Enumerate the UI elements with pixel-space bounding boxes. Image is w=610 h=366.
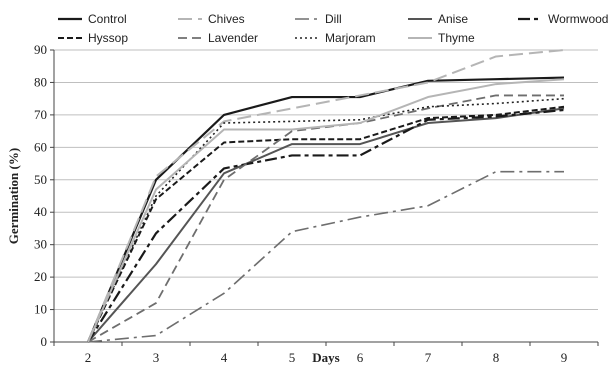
x-tick-label-3: 3 bbox=[153, 350, 160, 365]
legend-item-thyme: Thyme bbox=[408, 31, 475, 45]
y-tick-label-20: 20 bbox=[34, 269, 47, 284]
legend-label-lavender: Lavender bbox=[208, 31, 258, 45]
legend-label-hyssop: Hyssop bbox=[88, 31, 128, 45]
legend-label-thyme: Thyme bbox=[438, 31, 475, 45]
grid bbox=[54, 49, 598, 311]
y-tick-label-90: 90 bbox=[34, 42, 47, 57]
legend-label-anise: Anise bbox=[438, 12, 468, 26]
legend: Control Chives Dill Anise Wormwood Hyssop Lave… bbox=[58, 12, 608, 45]
legend-item-dill: Dill bbox=[295, 12, 342, 26]
x-tick-label-8: 8 bbox=[493, 350, 500, 365]
series-line-control bbox=[86, 76, 565, 343]
y-tick-labels: 0 10 20 30 40 50 60 70 80 90 bbox=[34, 42, 47, 349]
x-tick-label-9: 9 bbox=[561, 350, 568, 365]
x-tick-labels: 2 3 4 5 6 7 8 9 bbox=[85, 350, 568, 365]
legend-item-marjoram: Marjoram bbox=[295, 31, 376, 45]
x-tick-label-6: 6 bbox=[357, 350, 364, 365]
y-tick-label-50: 50 bbox=[34, 172, 47, 187]
x-axis-title: Days bbox=[312, 350, 339, 365]
legend-label-control: Control bbox=[88, 12, 127, 26]
y-tick-label-30: 30 bbox=[34, 237, 47, 252]
x-tick-label-2: 2 bbox=[85, 350, 92, 365]
legend-item-chives: Chives bbox=[178, 12, 245, 26]
y-axis-title: Germination (%) bbox=[6, 148, 21, 244]
series-line-lavender bbox=[87, 94, 564, 343]
x-tick-label-4: 4 bbox=[221, 350, 228, 365]
y-tick-label-10: 10 bbox=[34, 302, 47, 317]
legend-label-chives: Chives bbox=[208, 12, 245, 26]
y-tick-label-80: 80 bbox=[34, 74, 47, 89]
legend-item-anise: Anise bbox=[408, 12, 468, 26]
x-tick-label-7: 7 bbox=[425, 350, 432, 365]
legend-label-dill: Dill bbox=[325, 12, 342, 26]
series-line-marjoram bbox=[87, 97, 565, 343]
series-line-chives bbox=[87, 49, 565, 343]
series-line-anise bbox=[87, 107, 565, 343]
legend-item-hyssop: Hyssop bbox=[58, 31, 128, 45]
y-tick-label-0: 0 bbox=[41, 334, 48, 349]
legend-label-marjoram: Marjoram bbox=[325, 31, 376, 45]
series-line-hyssop bbox=[87, 105, 565, 343]
y-tick-label-60: 60 bbox=[34, 139, 47, 154]
legend-item-wormwood: Wormwood bbox=[518, 12, 608, 26]
series-line-thyme bbox=[87, 78, 565, 343]
y-tick-label-70: 70 bbox=[34, 107, 47, 122]
x-tick-label-5: 5 bbox=[289, 350, 296, 365]
legend-label-wormwood: Wormwood bbox=[548, 12, 608, 26]
series-line-dill bbox=[87, 170, 564, 343]
axes bbox=[50, 49, 599, 346]
y-tick-label-40: 40 bbox=[34, 204, 47, 219]
legend-item-control: Control bbox=[58, 12, 127, 26]
series-lines bbox=[86, 49, 565, 343]
legend-item-lavender: Lavender bbox=[178, 31, 258, 45]
